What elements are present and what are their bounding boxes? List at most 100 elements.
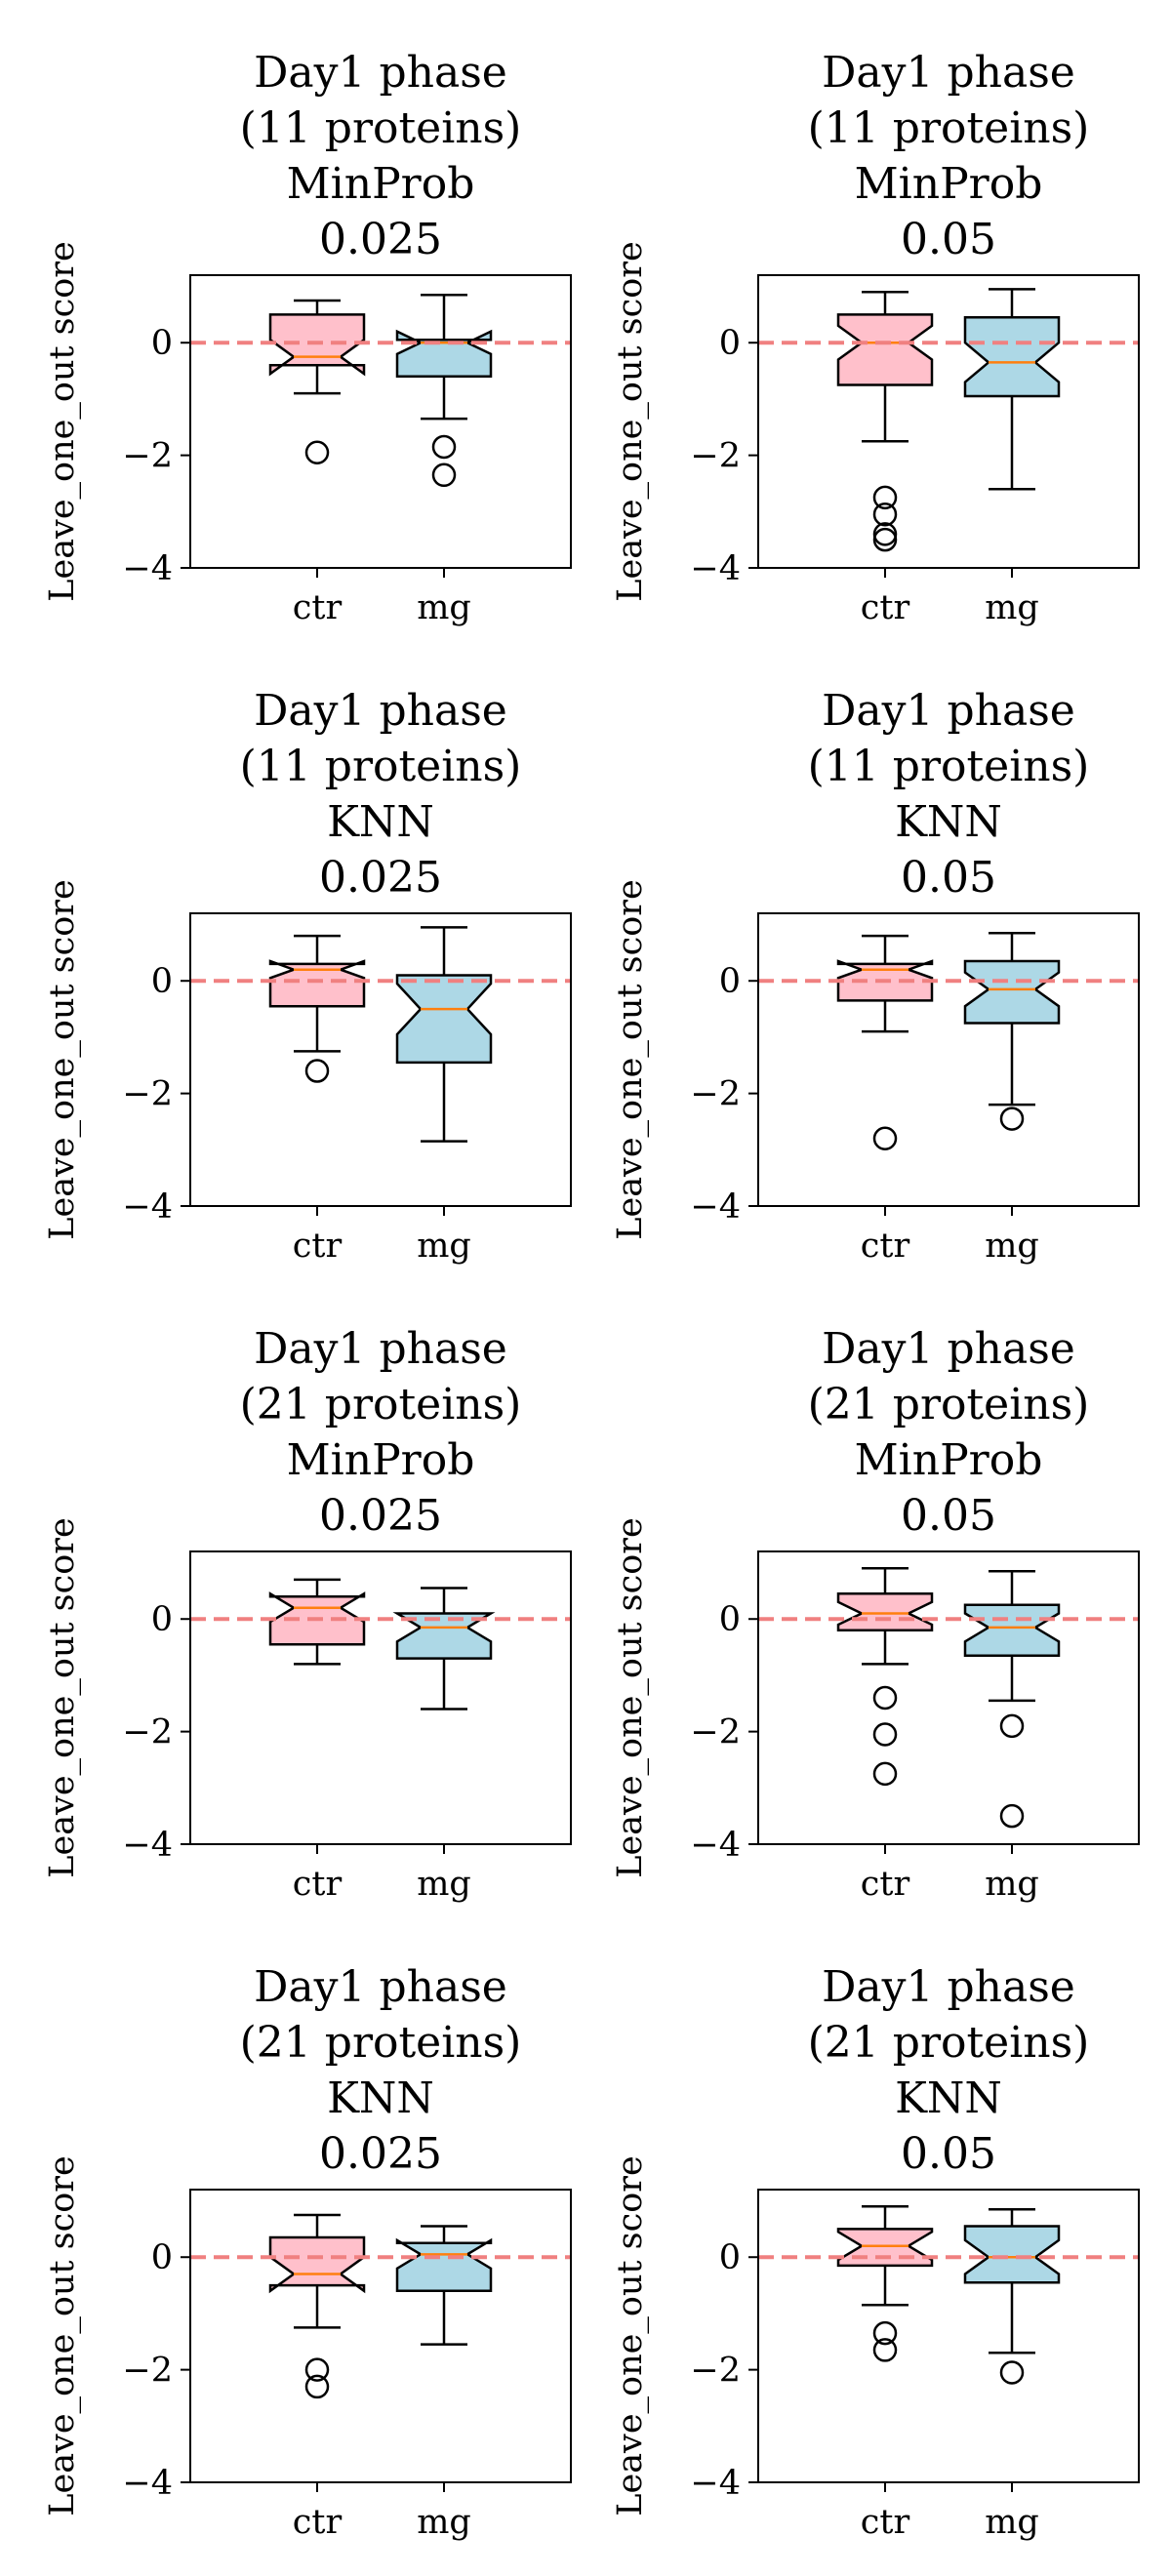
y-tick-label: −2 xyxy=(122,437,173,476)
x-tick-label: ctr xyxy=(293,1865,343,1904)
subplot-title-line: Day1 phase xyxy=(254,48,507,98)
outlier-point xyxy=(304,2357,330,2382)
x-tick-label: mg xyxy=(985,1865,1039,1904)
x-tick-label: ctr xyxy=(861,1865,910,1904)
subplot-title-line: KNN xyxy=(327,2073,434,2123)
subplot-title-line: (11 proteins) xyxy=(240,103,522,153)
subplot-title-line: KNN xyxy=(895,797,1002,847)
outlier-point xyxy=(872,527,898,552)
subplot-title-line: 0.05 xyxy=(901,2129,996,2179)
box-mg xyxy=(963,2207,1061,2385)
box-body xyxy=(963,1603,1061,1657)
subplot-7: Day1 phase (21 proteins)KNN 0.025 Leave_one… xyxy=(43,1962,572,2542)
y-tick-label: 0 xyxy=(151,1600,173,1639)
subplot-title-line: 0.05 xyxy=(901,215,996,264)
subplot-title-line: (21 proteins) xyxy=(240,2018,522,2068)
box-body xyxy=(268,2235,366,2294)
outlier-point xyxy=(304,440,330,464)
subplot-title-line: (11 proteins) xyxy=(808,103,1090,153)
box-mg xyxy=(963,931,1061,1131)
subplot-title-line: Day1 phase xyxy=(822,686,1075,736)
axes-frame xyxy=(189,1550,572,1845)
axes-frame xyxy=(757,1550,1140,1845)
box-mg xyxy=(963,288,1061,491)
y-tick-label: −4 xyxy=(122,1187,173,1227)
x-tick-label: mg xyxy=(417,2503,471,2542)
y-tick-label: 0 xyxy=(719,962,741,1001)
axes-frame xyxy=(757,912,1140,1207)
box-body xyxy=(392,1612,496,1660)
x-tick-label: ctr xyxy=(861,1227,910,1266)
subplot-title-line: 0.025 xyxy=(319,853,442,903)
y-axis-label: Leave_one_out score xyxy=(43,2155,82,2516)
axes-frame xyxy=(757,274,1140,569)
x-tick-label: ctr xyxy=(293,2503,343,2542)
y-tick-label: 0 xyxy=(151,324,173,363)
x-tick-label: ctr xyxy=(861,2503,910,2542)
y-tick-label: −2 xyxy=(122,1713,173,1752)
y-tick-label: 0 xyxy=(719,1600,741,1639)
subplot-title-line: Day1 phase xyxy=(822,1324,1075,1374)
subplot-title-line: Day1 phase xyxy=(254,686,507,736)
box-ctr xyxy=(836,291,934,552)
subplot-5: Day1 phase (21 proteins) MinProb 0.025 Leave… xyxy=(43,1324,572,1904)
x-tick-label: mg xyxy=(985,588,1039,627)
y-tick-label: −4 xyxy=(690,2464,741,2503)
subplot-1: Day1 phase(11 proteins) MinProb 0.025 Leave… xyxy=(43,48,572,627)
subplot-6: Day1 phase (21 proteins) MinProb 0.05 Leave_… xyxy=(611,1324,1140,1904)
subplot-title-line: Day1 phase xyxy=(822,1962,1075,2012)
x-tick-label: ctr xyxy=(861,588,910,627)
y-tick-label: 0 xyxy=(151,2238,173,2277)
y-tick-label: 0 xyxy=(719,2238,741,2277)
outlier-point xyxy=(872,1722,898,1747)
y-axis-label: Leave_one_out score xyxy=(43,241,82,602)
subplot-title-line: (21 proteins) xyxy=(240,1380,522,1429)
box-ctr xyxy=(268,934,366,1083)
y-axis-label: Leave_one_out score xyxy=(43,1517,82,1878)
subplot-title-line: Day1 phase xyxy=(254,1962,507,2012)
subplot-4: Day1 phase (11 proteins) KNN 0.05 Leave_one_… xyxy=(611,686,1140,1266)
subplot-title-line: Day1 phase xyxy=(822,48,1075,98)
subplot-title-line: MinProb xyxy=(855,1435,1043,1485)
y-tick-label: −2 xyxy=(690,2352,741,2391)
box-body xyxy=(963,2225,1061,2284)
outlier-point xyxy=(872,522,898,546)
axes-frame xyxy=(189,2189,572,2483)
y-tick-label: −2 xyxy=(690,437,741,476)
box-ctr xyxy=(836,1567,934,1787)
x-tick-label: ctr xyxy=(293,1227,343,1266)
outlier-point xyxy=(304,1059,330,1083)
outlier-point xyxy=(872,2338,898,2362)
x-tick-label: mg xyxy=(417,1227,471,1266)
subplot-title-line: Day1 phase xyxy=(254,1324,507,1374)
x-tick-label: mg xyxy=(985,2503,1039,2542)
subplot-title-line: 0.025 xyxy=(319,1491,442,1541)
y-tick-label: −4 xyxy=(122,549,173,588)
outlier-point xyxy=(999,1107,1025,1131)
box-ctr xyxy=(268,2213,366,2399)
subplot-8: Day1 phase (21 proteins)KNN 0.05 Leave_one_… xyxy=(611,1962,1140,2542)
box-body xyxy=(963,959,1061,1025)
axes-frame xyxy=(189,912,572,1207)
x-tick-label: mg xyxy=(985,1227,1039,1266)
subplot-title-line: 0.025 xyxy=(319,215,442,264)
subplot-title-line: MinProb xyxy=(855,159,1043,209)
y-tick-label: −4 xyxy=(690,1826,741,1865)
outlier-point xyxy=(999,1803,1025,1829)
axes-frame xyxy=(757,2189,1140,2483)
outlier-point xyxy=(872,485,898,510)
y-tick-label: −4 xyxy=(122,2464,173,2503)
x-tick-label: mg xyxy=(417,588,471,627)
box-body xyxy=(268,959,366,1008)
x-tick-label: mg xyxy=(417,1865,471,1904)
outlier-point xyxy=(872,2320,898,2346)
box-body xyxy=(836,313,934,386)
subplot-2: Day1 phase(11 proteins) MinProb 0.05 Leave_… xyxy=(611,48,1140,627)
y-tick-label: −2 xyxy=(122,2352,173,2391)
outlier-point xyxy=(872,502,898,527)
subplot-title-line: 0.05 xyxy=(901,1491,996,1541)
subplot-title-line: (11 proteins) xyxy=(808,742,1090,791)
y-tick-label: 0 xyxy=(719,324,741,363)
